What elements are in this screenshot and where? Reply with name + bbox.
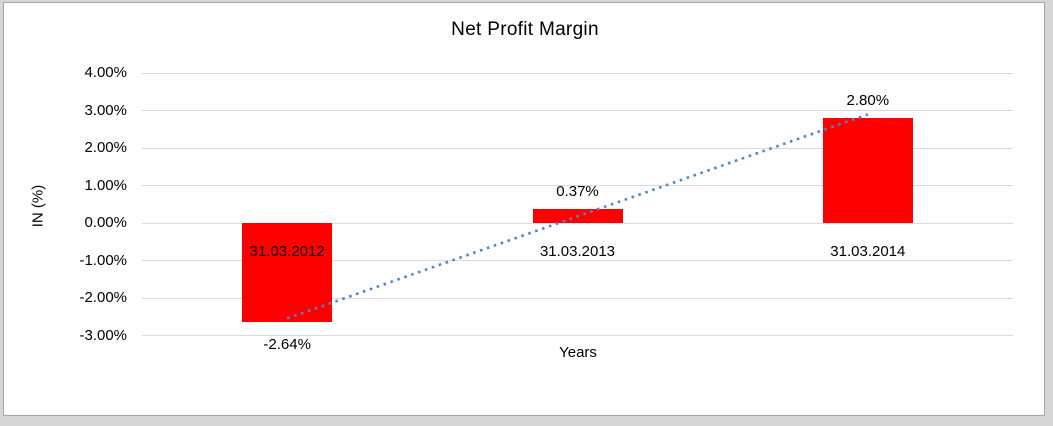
data-label: 2.80% — [846, 92, 890, 109]
x-category-label: 31.03.2013 — [539, 243, 616, 260]
y-tick-label: 0.00% — [84, 214, 127, 231]
x-axis-title: Years — [559, 344, 597, 361]
gridline — [142, 72, 1013, 74]
x-category-label: 31.03.2012 — [249, 243, 325, 260]
y-tick-label: -1.00% — [79, 251, 127, 269]
y-tick-label: -3.00% — [79, 326, 127, 344]
y-tick-label: 2.00% — [84, 139, 127, 156]
y-tick-label: 4.00% — [84, 64, 127, 81]
y-tick-label: 1.00% — [84, 176, 127, 194]
x-category-label: 31.03.2014 — [830, 243, 906, 260]
gridline — [142, 110, 1013, 111]
gridline — [142, 335, 1013, 336]
data-label: -2.64% — [263, 336, 311, 353]
y-tick-label: 3.00% — [84, 101, 127, 119]
data-label: 0.37% — [556, 183, 599, 201]
chart-title: Net Profit Margin — [451, 19, 599, 40]
y-tick-label: -2.00% — [79, 289, 127, 306]
